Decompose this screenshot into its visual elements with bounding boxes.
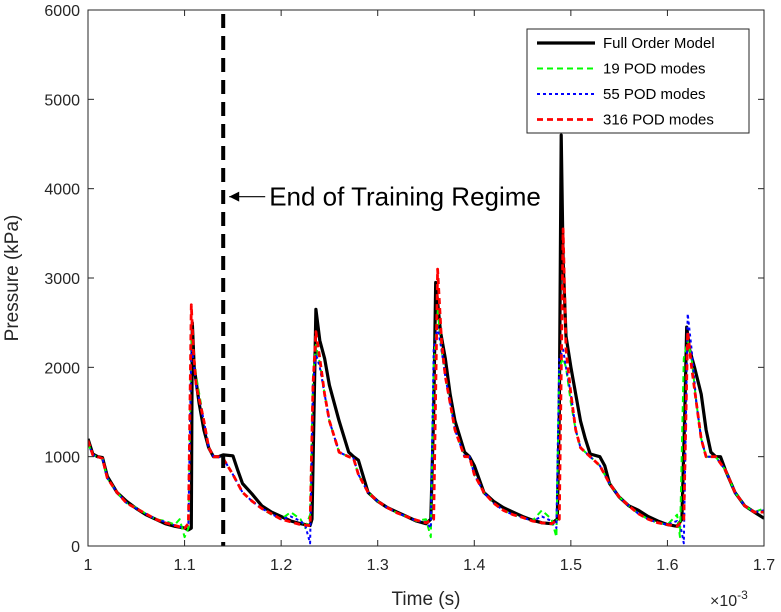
x-tick-label: 1.6 (656, 557, 678, 574)
x-tick-label: 1.5 (560, 557, 582, 574)
x-tick-label: 1 (84, 557, 93, 574)
series-line-4 (88, 227, 764, 530)
x-tick-label: 1.7 (753, 557, 775, 574)
annotation-arrow-head (229, 191, 240, 202)
x-axis-exponent-power: -3 (737, 588, 748, 602)
y-tick-label: 6000 (44, 3, 80, 20)
x-tick-label: 1.4 (463, 557, 485, 574)
x-tick-label: 1.3 (367, 557, 389, 574)
annotation-layer: End of Training Regime (221, 14, 541, 546)
axes-layer: 1 1.1 1.2 1.3 1.4 1.5 1.6 1.7 0 1000 2000 3000 4000 5… (44, 3, 775, 574)
x-axis-exponent: ×10-3 (710, 588, 748, 610)
y-tick-label: 2000 (44, 360, 80, 377)
legend-label-4: 316 POD modes (603, 112, 714, 129)
y-axis-label: Pressure (kPa) (2, 215, 23, 342)
y-tick-label: 4000 (44, 182, 80, 199)
legend-label-2: 19 POD modes (603, 61, 706, 78)
legend-label-3: 55 POD modes (603, 86, 706, 103)
x-tick-label: 1.2 (270, 557, 292, 574)
y-tick-label: 3000 (44, 271, 80, 288)
x-tick-label: 1.1 (173, 557, 195, 574)
y-tick-label: 0 (71, 539, 80, 556)
legend: Full Order Model 19 POD modes 55 POD modes… (526, 28, 750, 134)
legend-box (526, 28, 750, 134)
annotation-text: End of Training Regime (269, 182, 541, 212)
y-tick-label: 5000 (44, 92, 80, 109)
x-axis-label: Time (s) (392, 589, 461, 610)
legend-label-1: Full Order Model (603, 35, 715, 52)
series-layer (88, 133, 764, 545)
x-axis-exponent-base: ×10 (710, 593, 737, 610)
y-tick-label: 1000 (44, 450, 80, 467)
